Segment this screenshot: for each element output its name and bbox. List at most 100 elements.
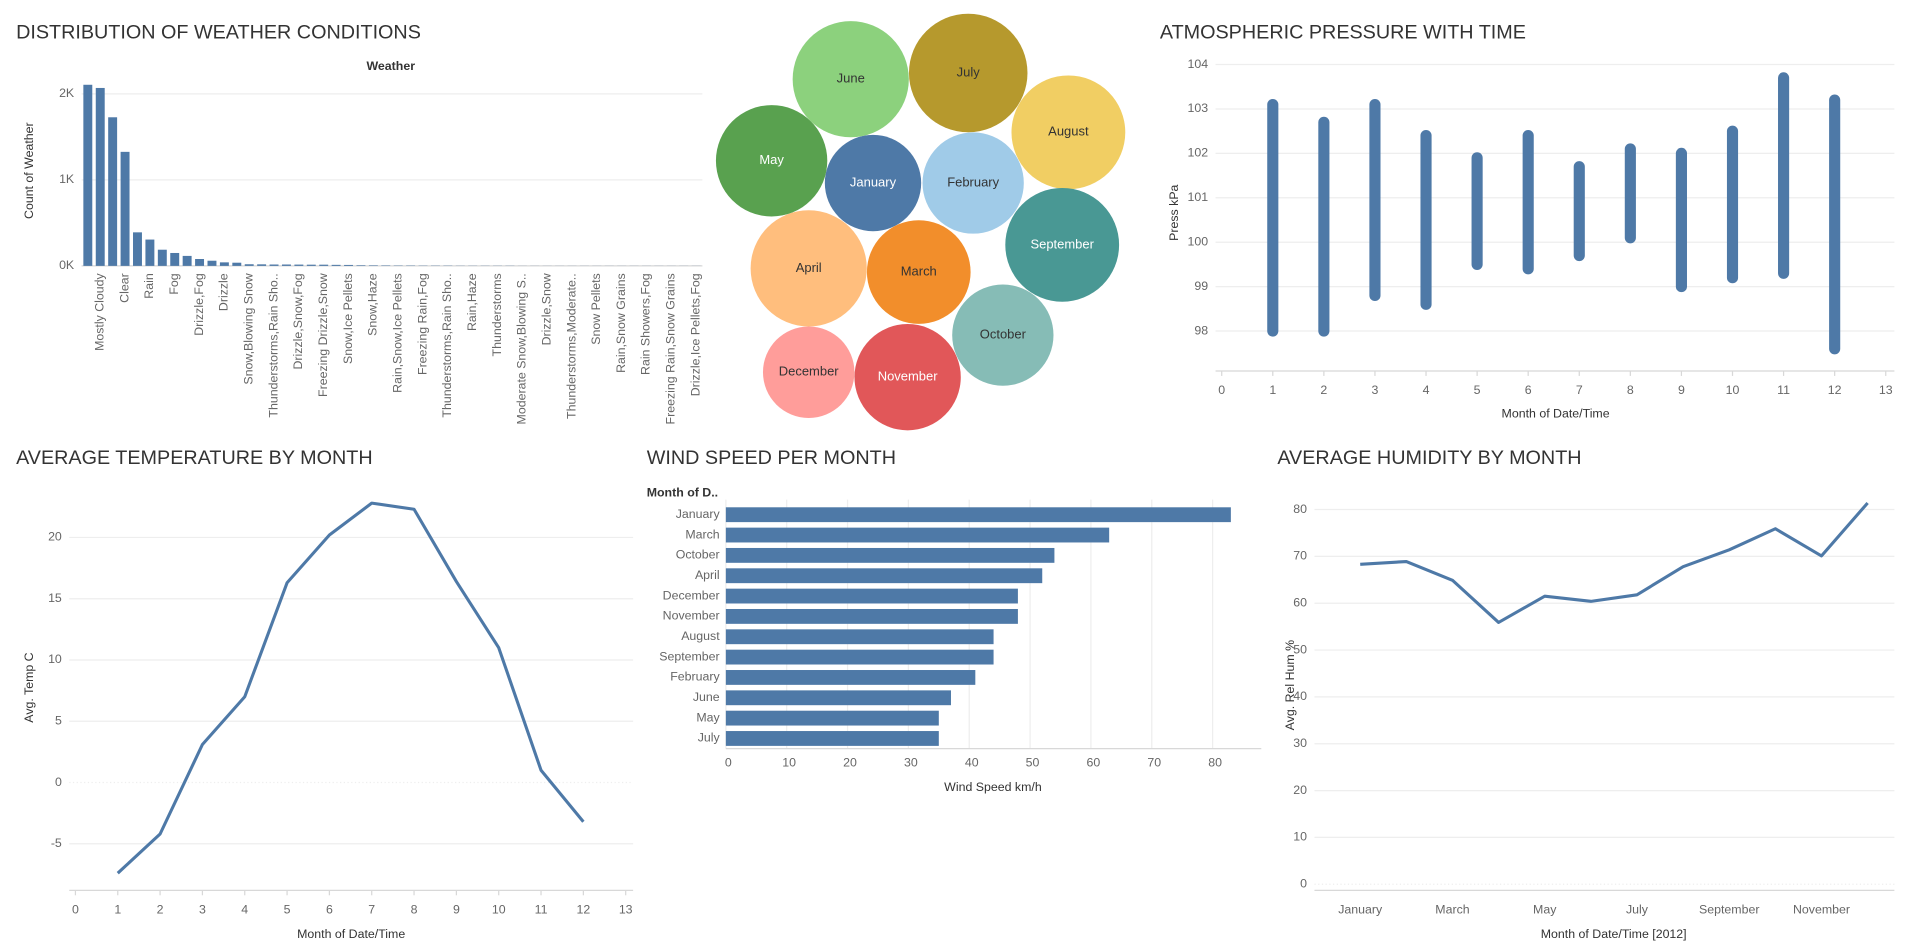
bubble-label: September xyxy=(1030,236,1094,251)
bar xyxy=(725,629,994,645)
x-tick-label: 6 xyxy=(1525,383,1532,397)
x-tick-label: Drizzle,Ice Pellets,Fog xyxy=(688,273,702,396)
x-tick-label: 50 xyxy=(1026,756,1040,770)
chart-title: ATMOSPHERIC PRESSURE WITH TIME xyxy=(1160,22,1526,44)
bar xyxy=(207,260,217,266)
x-tick-label: Rain,Haze xyxy=(465,273,479,331)
x-tick-label: 11 xyxy=(1777,383,1790,397)
x-tick-label: 4 xyxy=(1423,383,1430,397)
x-tick-label: Clear xyxy=(117,273,131,303)
x-tick-label: Rain Showers,Fog xyxy=(639,273,653,375)
y-tick-label: 60 xyxy=(1293,595,1307,609)
x-tick-label: 12 xyxy=(576,902,590,916)
bar xyxy=(244,264,254,266)
bar xyxy=(725,731,939,746)
x-tick-label: 7 xyxy=(368,902,375,916)
x-axis-title: Month of Date/Time xyxy=(1502,407,1610,421)
chart-title: AVERAGE TEMPERATURE BY MONTH xyxy=(16,447,373,469)
x-tick-label: 0 xyxy=(725,756,732,770)
y-tick-label: 99 xyxy=(1194,279,1208,293)
bar xyxy=(83,84,93,266)
bar xyxy=(306,264,316,266)
bar xyxy=(108,117,118,266)
bubble xyxy=(762,326,855,418)
bar xyxy=(294,264,304,266)
x-tick-label: 0 xyxy=(1218,383,1225,397)
bar xyxy=(232,262,242,266)
x-tick-label: March xyxy=(1435,902,1469,916)
x-tick-label: 10 xyxy=(1726,383,1740,397)
x-tick-label: Snow,Ice Pellets xyxy=(341,273,355,364)
bubble-label: February xyxy=(947,174,999,189)
y-tick-label: 100 xyxy=(1187,234,1208,248)
x-tick-label: September xyxy=(1699,902,1759,916)
y-tick-label: 101 xyxy=(1187,190,1208,204)
bar xyxy=(725,588,1018,604)
x-tick-label: 70 xyxy=(1147,756,1161,770)
bubble-label: December xyxy=(779,364,840,379)
x-tick-label: Drizzle,Snow xyxy=(539,273,553,345)
bubble xyxy=(854,324,961,431)
x-tick-label: 1 xyxy=(114,902,121,916)
x-tick-label: Moderate Snow,Blowing S.. xyxy=(515,273,529,424)
x-tick-label: 13 xyxy=(1879,383,1893,397)
x-axis-title: Month of Date/Time [2012] xyxy=(1541,927,1687,941)
x-tick-label: 80 xyxy=(1208,756,1222,770)
y-tick-label: 98 xyxy=(1194,323,1208,337)
y-tick-label: June xyxy=(693,690,720,704)
bubble-label: July xyxy=(957,64,981,79)
bubble-label: January xyxy=(850,174,897,189)
bubble-label: October xyxy=(980,327,1027,342)
y-tick-label: March xyxy=(685,527,719,541)
x-tick-label: Snow Pellets xyxy=(589,273,603,344)
bar xyxy=(725,690,951,706)
bar xyxy=(344,264,354,266)
y-tick-label: July xyxy=(698,731,721,745)
header: Month of D.. xyxy=(647,486,718,500)
x-tick-label: 8 xyxy=(1627,383,1634,397)
x-tick-label: 3 xyxy=(1372,383,1379,397)
y-tick-label: April xyxy=(695,568,720,582)
y-tick-label: 70 xyxy=(1293,549,1307,563)
y-tick-label: August xyxy=(681,629,720,643)
bar xyxy=(257,264,267,266)
bar xyxy=(269,264,279,266)
bubble-label: August xyxy=(1048,124,1089,139)
bar xyxy=(356,265,366,266)
y-tick-label: 50 xyxy=(1293,642,1307,656)
line-series xyxy=(1360,501,1869,624)
x-tick-label: 40 xyxy=(965,756,979,770)
y-tick-label: 2K xyxy=(59,86,75,100)
x-tick-label: Thunderstorms,Rain Sho.. xyxy=(266,273,280,417)
bar xyxy=(725,670,976,685)
y-axis-title: Avg. Rel Hum % xyxy=(1283,640,1297,730)
chart-title: DISTRIBUTION OF WEATHER CONDITIONS xyxy=(16,22,421,44)
x-tick-label: Snow,Blowing Snow xyxy=(241,273,255,384)
x-tick-label: 9 xyxy=(1678,383,1685,397)
x-tick-label: November xyxy=(1793,902,1850,916)
y-tick-label: 103 xyxy=(1187,101,1208,115)
y-tick-label: 15 xyxy=(48,591,62,605)
x-tick-label: 6 xyxy=(326,902,333,916)
bar xyxy=(182,255,192,266)
bubble xyxy=(750,210,867,327)
y-tick-label: 20 xyxy=(1293,783,1307,797)
y-tick-label: January xyxy=(676,507,721,521)
bubble-label: June xyxy=(837,71,865,86)
bar xyxy=(120,151,130,266)
y-tick-label: October xyxy=(676,548,720,562)
y-tick-label: 0 xyxy=(55,775,62,789)
y-tick-label: 20 xyxy=(48,530,62,544)
chart-title: AVERAGE HUMIDITY BY MONTH xyxy=(1277,447,1581,469)
bubble xyxy=(715,105,828,217)
bar xyxy=(368,265,378,266)
x-tick-label: 1 xyxy=(1269,383,1276,397)
bubble xyxy=(952,284,1054,386)
bar xyxy=(219,262,229,266)
x-tick-label: 11 xyxy=(535,902,548,916)
y-tick-label: 80 xyxy=(1293,502,1307,516)
bar xyxy=(725,568,1043,584)
x-tick-label: 2 xyxy=(1320,383,1327,397)
bar xyxy=(157,249,167,266)
